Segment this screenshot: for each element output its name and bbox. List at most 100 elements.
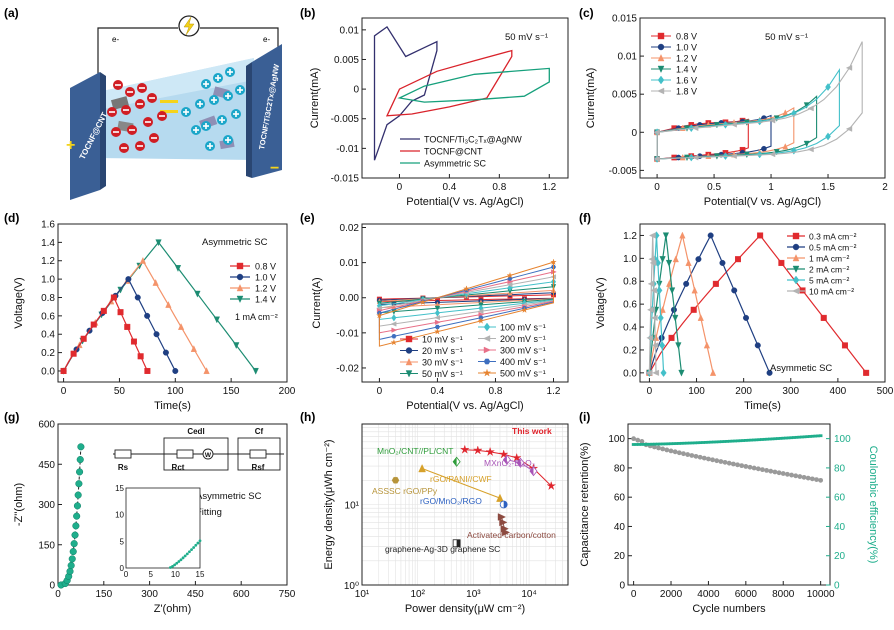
efficiency-point <box>738 439 743 443</box>
capacitance-point <box>639 439 645 444</box>
electrolyte-highlight <box>98 58 254 110</box>
legend-label: 1.2 V <box>255 284 276 294</box>
capacitance-point <box>660 446 666 452</box>
efficiency-point <box>728 439 732 443</box>
y-tick-label: 0 <box>353 85 359 96</box>
data-point <box>659 256 666 263</box>
cation-sign <box>209 143 211 149</box>
inset-data-point <box>185 552 189 556</box>
data-point <box>434 305 441 312</box>
data-point <box>803 140 810 148</box>
x-tick-label: 500 <box>877 386 894 397</box>
data-point <box>647 280 655 287</box>
circuit-label: Rsf <box>252 463 265 472</box>
legend-label: Asymmetric SC <box>196 491 262 502</box>
anion-sign <box>149 97 155 99</box>
panel-a: (a) e- e- TOCNF@CNT TOCNF/Ti3C2Tx@AgNW <box>4 6 282 200</box>
data-point <box>820 314 827 321</box>
cv-curve <box>385 49 513 117</box>
efficiency-point <box>765 437 770 441</box>
y-tick-label: 1.0 <box>41 275 55 286</box>
data-point <box>66 567 74 575</box>
inset-x-tick-label: 10 <box>171 570 180 579</box>
legend-marker <box>657 75 665 85</box>
data-point <box>669 287 676 295</box>
data-point <box>550 258 557 265</box>
data-point <box>90 321 97 328</box>
data-point <box>773 149 780 156</box>
y-tick-label: 40 <box>614 522 626 533</box>
capacitance-point <box>809 476 815 482</box>
capacitance-point <box>726 460 732 466</box>
panel-g: 0 150 300 450 600 7500150300450600Z'(ohm)-Z''… <box>13 420 296 616</box>
capacitance-point <box>722 459 728 465</box>
efficiency-point <box>671 442 676 446</box>
x-tick-label: 0.8 <box>489 386 503 397</box>
y-tick-label: 0.6 <box>623 300 637 311</box>
capacitance-point <box>743 464 749 469</box>
capacitance-point <box>784 471 790 477</box>
efficiency-point <box>706 440 711 444</box>
data-point <box>653 129 660 136</box>
y-axis-label: Voltage(V) <box>595 277 607 328</box>
legend-marker <box>405 370 413 378</box>
efficiency-point <box>709 440 713 444</box>
y-tick-label: 0.015 <box>612 14 637 25</box>
legend-label: 0.8 V <box>676 32 697 42</box>
data-point <box>506 282 513 288</box>
efficiency-point <box>797 435 802 439</box>
data-point <box>778 259 785 266</box>
y-tick-label: 0 <box>49 581 55 592</box>
cv-curve <box>656 41 863 160</box>
x-tick-label: 0 <box>631 589 637 600</box>
panel-h-label: (h) <box>300 410 315 424</box>
data-point <box>646 334 654 341</box>
efficiency-point <box>730 439 735 443</box>
data-point <box>707 232 714 239</box>
data-point <box>690 306 697 313</box>
y-axis-label: Capacitance retention(%) <box>579 442 591 566</box>
data-point <box>672 255 679 263</box>
y-right-tick-label: 0 <box>834 581 840 592</box>
capacitance-point <box>651 444 657 450</box>
efficiency-point <box>703 440 708 444</box>
plot-frame <box>361 423 569 586</box>
inset-x-tick-label: 5 <box>148 570 153 579</box>
capacitance-point <box>714 458 720 464</box>
legend-label: Fitting <box>196 507 222 518</box>
data-point <box>712 280 719 287</box>
panel-e-label: (e) <box>300 211 315 225</box>
efficiency-point <box>794 435 799 439</box>
data-point <box>646 306 654 313</box>
legend-label: 100 mV s⁻¹ <box>500 323 546 333</box>
efficiency-point <box>679 441 684 445</box>
data-point <box>496 493 504 502</box>
legend-marker <box>792 287 800 295</box>
efficiency-point <box>698 441 703 445</box>
legend-label: 10 mA cm⁻² <box>809 287 854 297</box>
y-right-tick-label: 80 <box>834 463 846 474</box>
cv-curve <box>397 67 550 103</box>
data-point <box>650 314 658 321</box>
data-point <box>190 345 197 352</box>
y-tick-label: 80 <box>614 463 626 474</box>
data-point <box>75 480 83 488</box>
y-tick-label: 0.01 <box>618 52 638 63</box>
ions <box>107 67 245 153</box>
data-point <box>825 83 831 91</box>
x-axis-label: Potential(V vs. Ag/AgCl) <box>704 196 821 208</box>
legend-marker <box>657 65 665 73</box>
x-tick-label: 100 <box>688 386 705 397</box>
x-axis-label: Cycle numbers <box>692 603 766 615</box>
legend-marker <box>236 295 244 303</box>
data-point <box>841 342 848 349</box>
data-point <box>730 153 737 159</box>
series-label: ASSSC rGO/PPy <box>372 486 438 496</box>
panel-f: 0 100 200 300 400 500 0.0 0.2 0.4 0.6 0.8 1.0 1.2 Tim… <box>595 223 894 412</box>
data-point <box>194 290 201 298</box>
plot-frame <box>627 423 831 586</box>
capacitance-point <box>685 452 691 457</box>
efficiency-point <box>642 442 647 446</box>
cation-sign <box>213 97 215 103</box>
y-tick-label: 0.4 <box>623 323 637 334</box>
